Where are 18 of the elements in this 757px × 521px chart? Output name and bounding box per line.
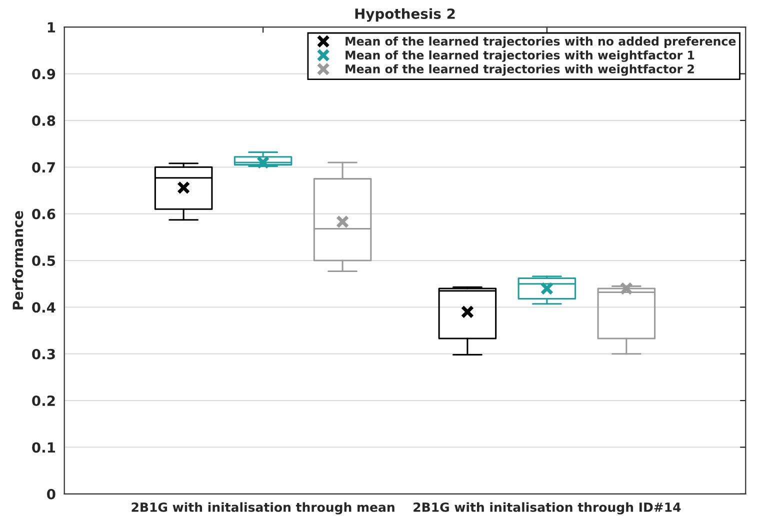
y-tick-label: 0.9 [32,68,56,80]
y-tick-label: 0.8 [32,115,56,126]
y-tick-label: 1 [48,22,56,32]
y-tick-label: 0.3 [32,348,55,360]
legend-label: Mean of the learned trajectories with weightfactor 2 [346,64,694,76]
y-tick-label: 0.1 [32,442,56,453]
y-tick-label: 0.7 [32,162,55,173]
y-tick-label: 0.2 [32,396,55,406]
legend-label: Mean of the learned trajectories with weightfactor 1 [346,50,694,62]
x-tick-label: 2B1G with initalisation through ID#14 [414,502,681,514]
y-tick-label: 0.6 [32,208,56,220]
y-tick-label: 0 [47,488,56,500]
chart-title: Hypothesis 2 [355,8,455,22]
legend-label: Mean of the learned trajectories with no added preference [346,36,736,48]
y-axis-title: Performance [12,211,24,310]
x-tick-label: 2B1G with initalisation through mean [132,502,394,514]
y-tick-label: 0.5 [32,255,56,266]
y-tick-label: 0.4 [32,302,56,313]
